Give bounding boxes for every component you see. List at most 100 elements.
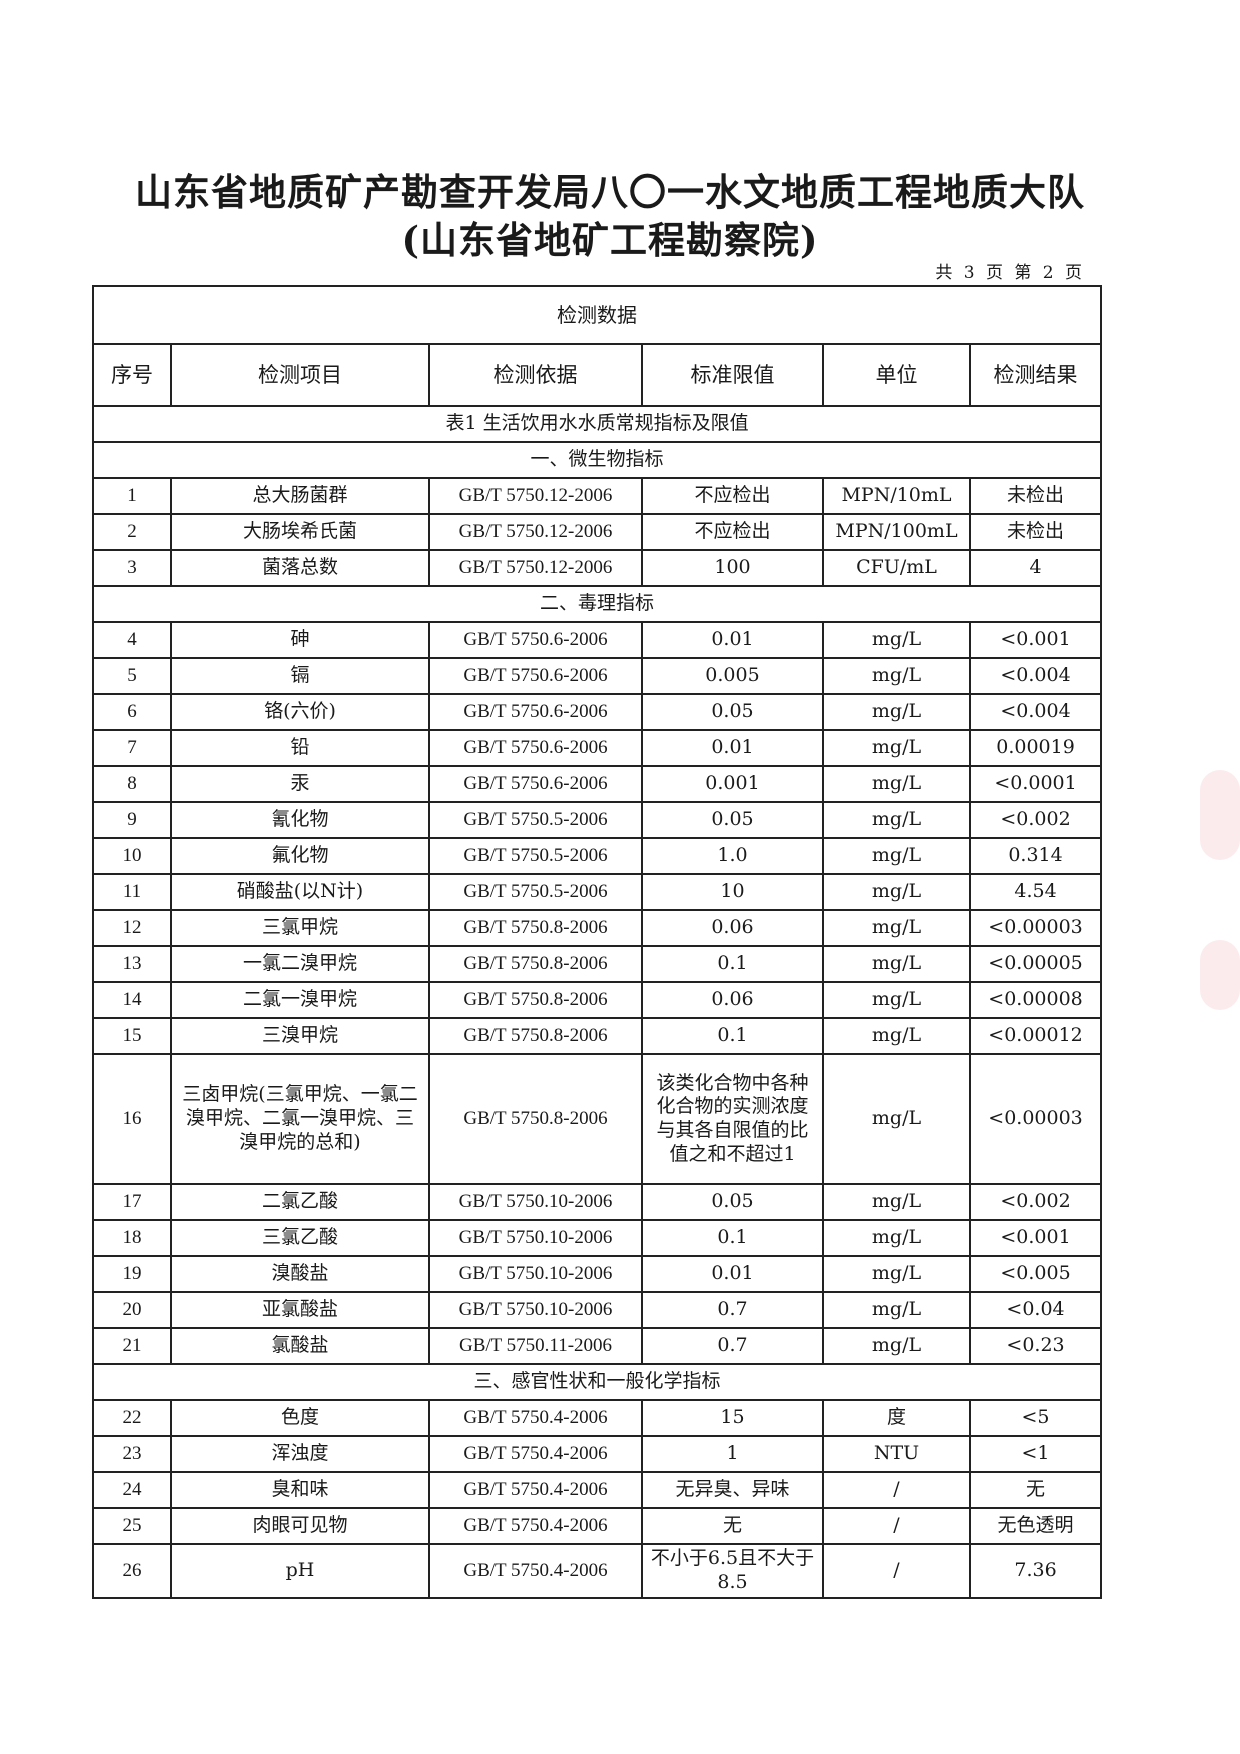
table-row: 11 硝酸盐(以N计) GB/T 5750.5-2006 10 mg/L 4.54 [92, 873, 1103, 911]
cell-index: 20 [92, 1291, 172, 1329]
table-row: 20 亚氯酸盐 GB/T 5750.10-2006 0.7 mg/L <0.04 [92, 1291, 1103, 1329]
table-row: 17 二氯乙酸 GB/T 5750.10-2006 0.05 mg/L <0.002 [92, 1183, 1103, 1221]
cell-method: GB/T 5750.6-2006 [428, 657, 643, 695]
cell-item: 臭和味 [170, 1471, 430, 1509]
cell-result: <0.0001 [968, 765, 1103, 803]
cell-index: 4 [92, 621, 172, 659]
red-seal-stamp [1200, 940, 1240, 1010]
table-row: 19 溴酸盐 GB/T 5750.10-2006 0.01 mg/L <0.005 [92, 1255, 1103, 1293]
cell-method: GB/T 5750.4-2006 [428, 1543, 643, 1599]
cell-limit: 不小于6.5且不大于8.5 [641, 1543, 824, 1599]
cell-method: GB/T 5750.8-2006 [428, 1053, 643, 1185]
cell-method: GB/T 5750.4-2006 [428, 1399, 643, 1437]
cell-result: 无 [968, 1471, 1103, 1509]
cell-method: GB/T 5750.10-2006 [428, 1291, 643, 1329]
cell-item: 一氯二溴甲烷 [170, 945, 430, 983]
cell-unit: mg/L [822, 873, 971, 911]
cell-unit: mg/L [822, 1327, 971, 1365]
table-row: 8 汞 GB/T 5750.6-2006 0.001 mg/L <0.0001 [92, 765, 1103, 803]
cell-method: GB/T 5750.10-2006 [428, 1183, 643, 1221]
cell-method: GB/T 5750.5-2006 [428, 837, 643, 875]
cell-item: 铬(六价) [170, 693, 430, 731]
cell-unit: mg/L [822, 693, 971, 731]
cell-limit: 不应检出 [641, 477, 824, 515]
org-title: 山东省地质矿产勘查开发局八〇一水文地质工程地质大队 [135, 170, 1085, 214]
col-header-item: 检测项目 [170, 343, 430, 407]
cell-index: 2 [92, 513, 172, 551]
cell-index: 25 [92, 1507, 172, 1545]
cell-method: GB/T 5750.8-2006 [428, 1017, 643, 1055]
cell-limit: 0.1 [641, 1219, 824, 1257]
cell-index: 19 [92, 1255, 172, 1293]
cell-unit: mg/L [822, 765, 971, 803]
cell-unit: mg/L [822, 1053, 971, 1185]
cell-result: <0.002 [968, 1183, 1103, 1221]
cell-limit: 0.1 [641, 1017, 824, 1055]
col-header-method: 检测依据 [428, 343, 643, 407]
cell-item: 氟化物 [170, 837, 430, 875]
cell-item: 三氯甲烷 [170, 909, 430, 947]
col-header-result: 检测结果 [968, 343, 1103, 407]
cell-result: <0.001 [968, 1219, 1103, 1257]
cell-unit: mg/L [822, 801, 971, 839]
cell-index: 1 [92, 477, 172, 515]
cell-result: 7.36 [968, 1543, 1103, 1599]
cell-limit: 0.05 [641, 801, 824, 839]
cell-index: 15 [92, 1017, 172, 1055]
table-row: 5 镉 GB/T 5750.6-2006 0.005 mg/L <0.004 [92, 657, 1103, 695]
cell-item: 硝酸盐(以N计) [170, 873, 430, 911]
cell-limit: 无 [641, 1507, 824, 1545]
cell-index: 22 [92, 1399, 172, 1437]
cell-result: 未检出 [968, 477, 1103, 515]
cell-limit: 100 [641, 549, 824, 587]
cell-item: 大肠埃希氏菌 [170, 513, 430, 551]
cell-method: GB/T 5750.4-2006 [428, 1507, 643, 1545]
cell-index: 3 [92, 549, 172, 587]
cell-method: GB/T 5750.5-2006 [428, 873, 643, 911]
cell-limit: 0.05 [641, 693, 824, 731]
cell-item: 砷 [170, 621, 430, 659]
cell-index: 10 [92, 837, 172, 875]
cell-item: 铅 [170, 729, 430, 767]
cell-limit: 15 [641, 1399, 824, 1437]
table-row: 13 一氯二溴甲烷 GB/T 5750.8-2006 0.1 mg/L <0.00005 [92, 945, 1103, 983]
cell-index: 5 [92, 657, 172, 695]
cell-method: GB/T 5750.8-2006 [428, 945, 643, 983]
cell-method: GB/T 5750.6-2006 [428, 729, 643, 767]
cell-item: 菌落总数 [170, 549, 430, 587]
cell-result: <0.004 [968, 693, 1103, 731]
table-row: 16 三卤甲烷(三氯甲烷、一氯二溴甲烷、二氯一溴甲烷、三溴甲烷的总和) GB/T 5… [92, 1053, 1103, 1185]
cell-index: 9 [92, 801, 172, 839]
cell-unit: mg/L [822, 945, 971, 983]
cell-result: 无色透明 [968, 1507, 1103, 1545]
cell-item: 镉 [170, 657, 430, 695]
cell-item: 汞 [170, 765, 430, 803]
cell-index: 23 [92, 1435, 172, 1473]
cell-item: pH [170, 1543, 430, 1599]
cell-index: 12 [92, 909, 172, 947]
cell-index: 11 [92, 873, 172, 911]
cell-result: <0.23 [968, 1327, 1103, 1365]
cell-result: 未检出 [968, 513, 1103, 551]
col-header-unit: 单位 [822, 343, 971, 407]
cell-limit: 0.06 [641, 981, 824, 1019]
cell-result: <1 [968, 1435, 1103, 1473]
table-row: 23 浑浊度 GB/T 5750.4-2006 1 NTU <1 [92, 1435, 1103, 1473]
cell-method: GB/T 5750.12-2006 [428, 477, 643, 515]
cell-index: 24 [92, 1471, 172, 1509]
cell-index: 8 [92, 765, 172, 803]
cell-limit: 0.7 [641, 1327, 824, 1365]
cell-method: GB/T 5750.6-2006 [428, 621, 643, 659]
table-row: 15 三溴甲烷 GB/T 5750.8-2006 0.1 mg/L <0.00012 [92, 1017, 1103, 1055]
cell-limit: 该类化合物中各种化合物的实测浓度与其各自限值的比值之和不超过1 [641, 1053, 824, 1185]
cell-result: <0.00008 [968, 981, 1103, 1019]
cell-method: GB/T 5750.6-2006 [428, 765, 643, 803]
cell-limit: 不应检出 [641, 513, 824, 551]
cell-method: GB/T 5750.11-2006 [428, 1327, 643, 1365]
cell-limit: 0.01 [641, 621, 824, 659]
cell-result: <0.00012 [968, 1017, 1103, 1055]
cell-index: 21 [92, 1327, 172, 1365]
cell-unit: mg/L [822, 1017, 971, 1055]
cell-method: GB/T 5750.10-2006 [428, 1255, 643, 1293]
table-row: 18 三氯乙酸 GB/T 5750.10-2006 0.1 mg/L <0.001 [92, 1219, 1103, 1257]
